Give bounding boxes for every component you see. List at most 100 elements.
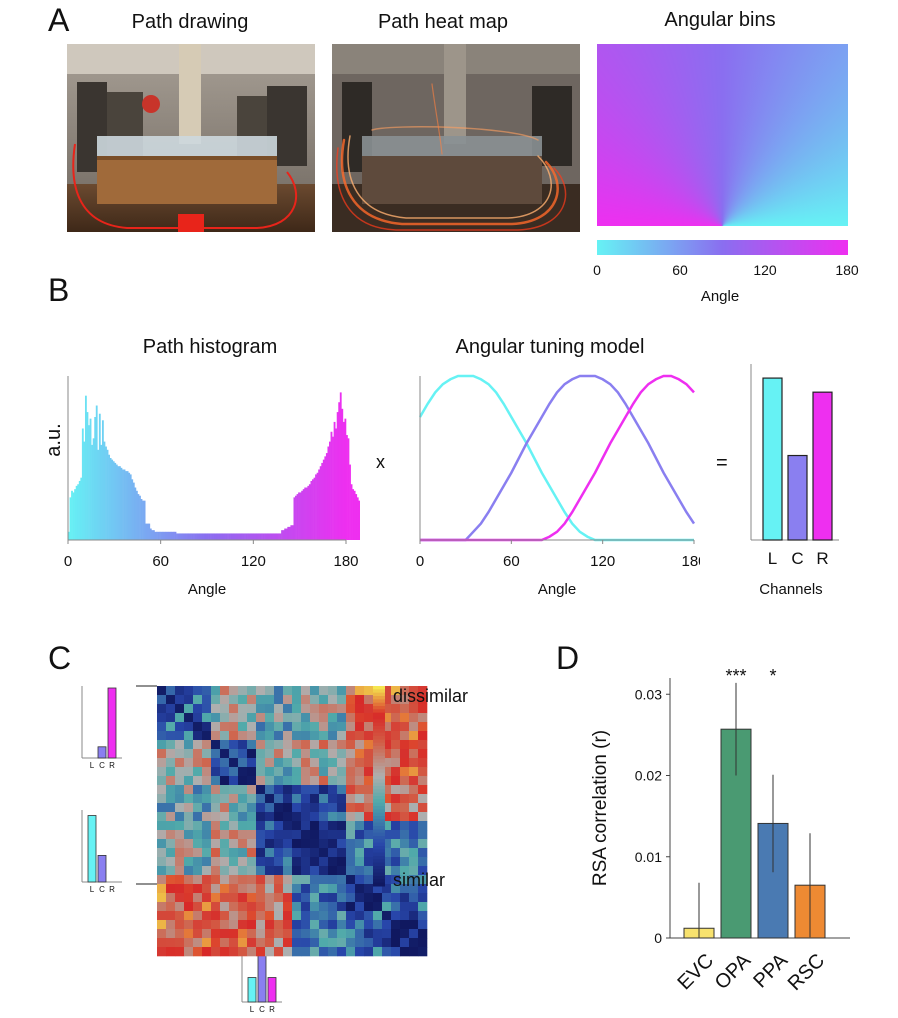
histogram-xtick-label: 120 — [241, 553, 266, 570]
histogram-bar — [132, 482, 135, 540]
rdm-cell — [283, 911, 293, 921]
rdm-colorbar-segment — [373, 839, 385, 844]
histogram-bar — [237, 533, 240, 540]
rdm-cell — [238, 848, 248, 858]
rsa-ytick-label: 0.03 — [635, 686, 662, 702]
rdm-cell — [211, 785, 221, 795]
rdm-cell — [166, 821, 176, 831]
rdm-cell — [229, 857, 239, 867]
rsa-category-label: EVC — [674, 950, 719, 995]
rdm-cell — [373, 884, 383, 894]
rdm-cell — [202, 686, 212, 696]
histogram-xtick-label: 180 — [333, 553, 358, 570]
histogram-bar — [290, 525, 293, 540]
rdm-cell — [211, 713, 221, 723]
rdm-cell — [265, 857, 275, 867]
histogram-bar — [333, 421, 336, 540]
histogram-bar — [312, 479, 314, 540]
rdm-cell — [328, 776, 338, 786]
histogram-bar — [319, 466, 322, 540]
rdm-cell — [319, 875, 329, 885]
rdm-cell — [238, 803, 248, 813]
rdm-cell — [310, 740, 320, 750]
rdm-cell — [202, 857, 212, 867]
rdm-cell — [220, 803, 230, 813]
rdm-cell — [247, 704, 257, 714]
rdm-cell — [157, 929, 167, 939]
rdm-cell — [202, 947, 212, 957]
rdm-cell — [238, 830, 248, 840]
histogram-bar — [128, 472, 131, 540]
rdm-cell — [256, 758, 266, 768]
rdm-cell — [364, 938, 374, 948]
rdm-cell — [175, 722, 185, 732]
histogram-bar — [356, 497, 359, 540]
tuning-xtick-label: 120 — [590, 553, 615, 570]
histogram-bar — [148, 523, 151, 540]
rdm-cell — [184, 875, 194, 885]
rdm-cell — [337, 731, 347, 741]
rdm-cell — [328, 722, 338, 732]
histogram-bar — [208, 533, 211, 540]
rdm-cell — [184, 695, 194, 705]
histogram-bar — [186, 533, 189, 540]
rdm-cell — [382, 929, 392, 939]
rdm-cell — [220, 821, 230, 831]
histogram-bar — [295, 495, 297, 540]
rdm-cell — [328, 731, 338, 741]
rdm-cell — [274, 776, 284, 786]
rdm-cell — [328, 803, 338, 813]
colorbar-tick: 60 — [672, 262, 688, 278]
rdm-cell — [238, 920, 248, 930]
rdm-cell — [274, 920, 284, 930]
rdm-cell — [355, 686, 365, 696]
rdm-cell — [265, 893, 275, 903]
histogram-bar — [152, 530, 155, 540]
rdm-cell — [202, 749, 212, 759]
rdm-cell — [292, 713, 302, 723]
rdm-cell — [319, 713, 329, 723]
rdm-cell — [157, 767, 167, 777]
rdm-cell — [202, 902, 212, 912]
rdm-cell — [211, 902, 221, 912]
rdm-cell — [184, 731, 194, 741]
rdm-cell — [418, 857, 428, 867]
rdm-cell — [238, 911, 248, 921]
rdm-cell — [391, 875, 401, 885]
rdm-cell — [265, 731, 275, 741]
colorbar-tick: 180 — [835, 262, 859, 278]
rdm-cell — [400, 785, 410, 795]
histogram-bar — [72, 492, 75, 540]
rdm-cell — [283, 812, 293, 822]
histogram-bar — [120, 467, 123, 540]
histogram-bar — [80, 477, 83, 540]
rdm-cell — [301, 749, 311, 759]
inset-bar — [97, 746, 107, 759]
rdm-cell — [355, 866, 365, 876]
rdm-cell — [328, 704, 338, 714]
rdm-cell — [355, 767, 365, 777]
rdm-cell — [265, 722, 275, 732]
rdm-cell — [328, 929, 338, 939]
rdm-cell — [220, 839, 230, 849]
histogram-bar — [86, 412, 89, 540]
rdm-cell — [157, 776, 167, 786]
rdm-cell — [301, 830, 311, 840]
rdm-cell — [310, 749, 320, 759]
channel-bar-R — [812, 391, 833, 541]
rdm-cell — [310, 713, 320, 723]
rdm-cell — [166, 947, 176, 957]
histogram-bar — [118, 466, 121, 540]
rdm-cell — [319, 929, 329, 939]
rdm-cell — [355, 794, 365, 804]
rdm-cell — [382, 920, 392, 930]
rdm-cell — [292, 767, 302, 777]
rdm-cell — [337, 857, 347, 867]
rdm-cell — [409, 920, 419, 930]
histogram-bar — [203, 533, 206, 540]
rdm-cell — [328, 911, 338, 921]
rdm-cell — [229, 920, 239, 930]
rdm-cell — [265, 911, 275, 921]
rdm-cell — [328, 785, 338, 795]
rdm-cell — [409, 929, 419, 939]
